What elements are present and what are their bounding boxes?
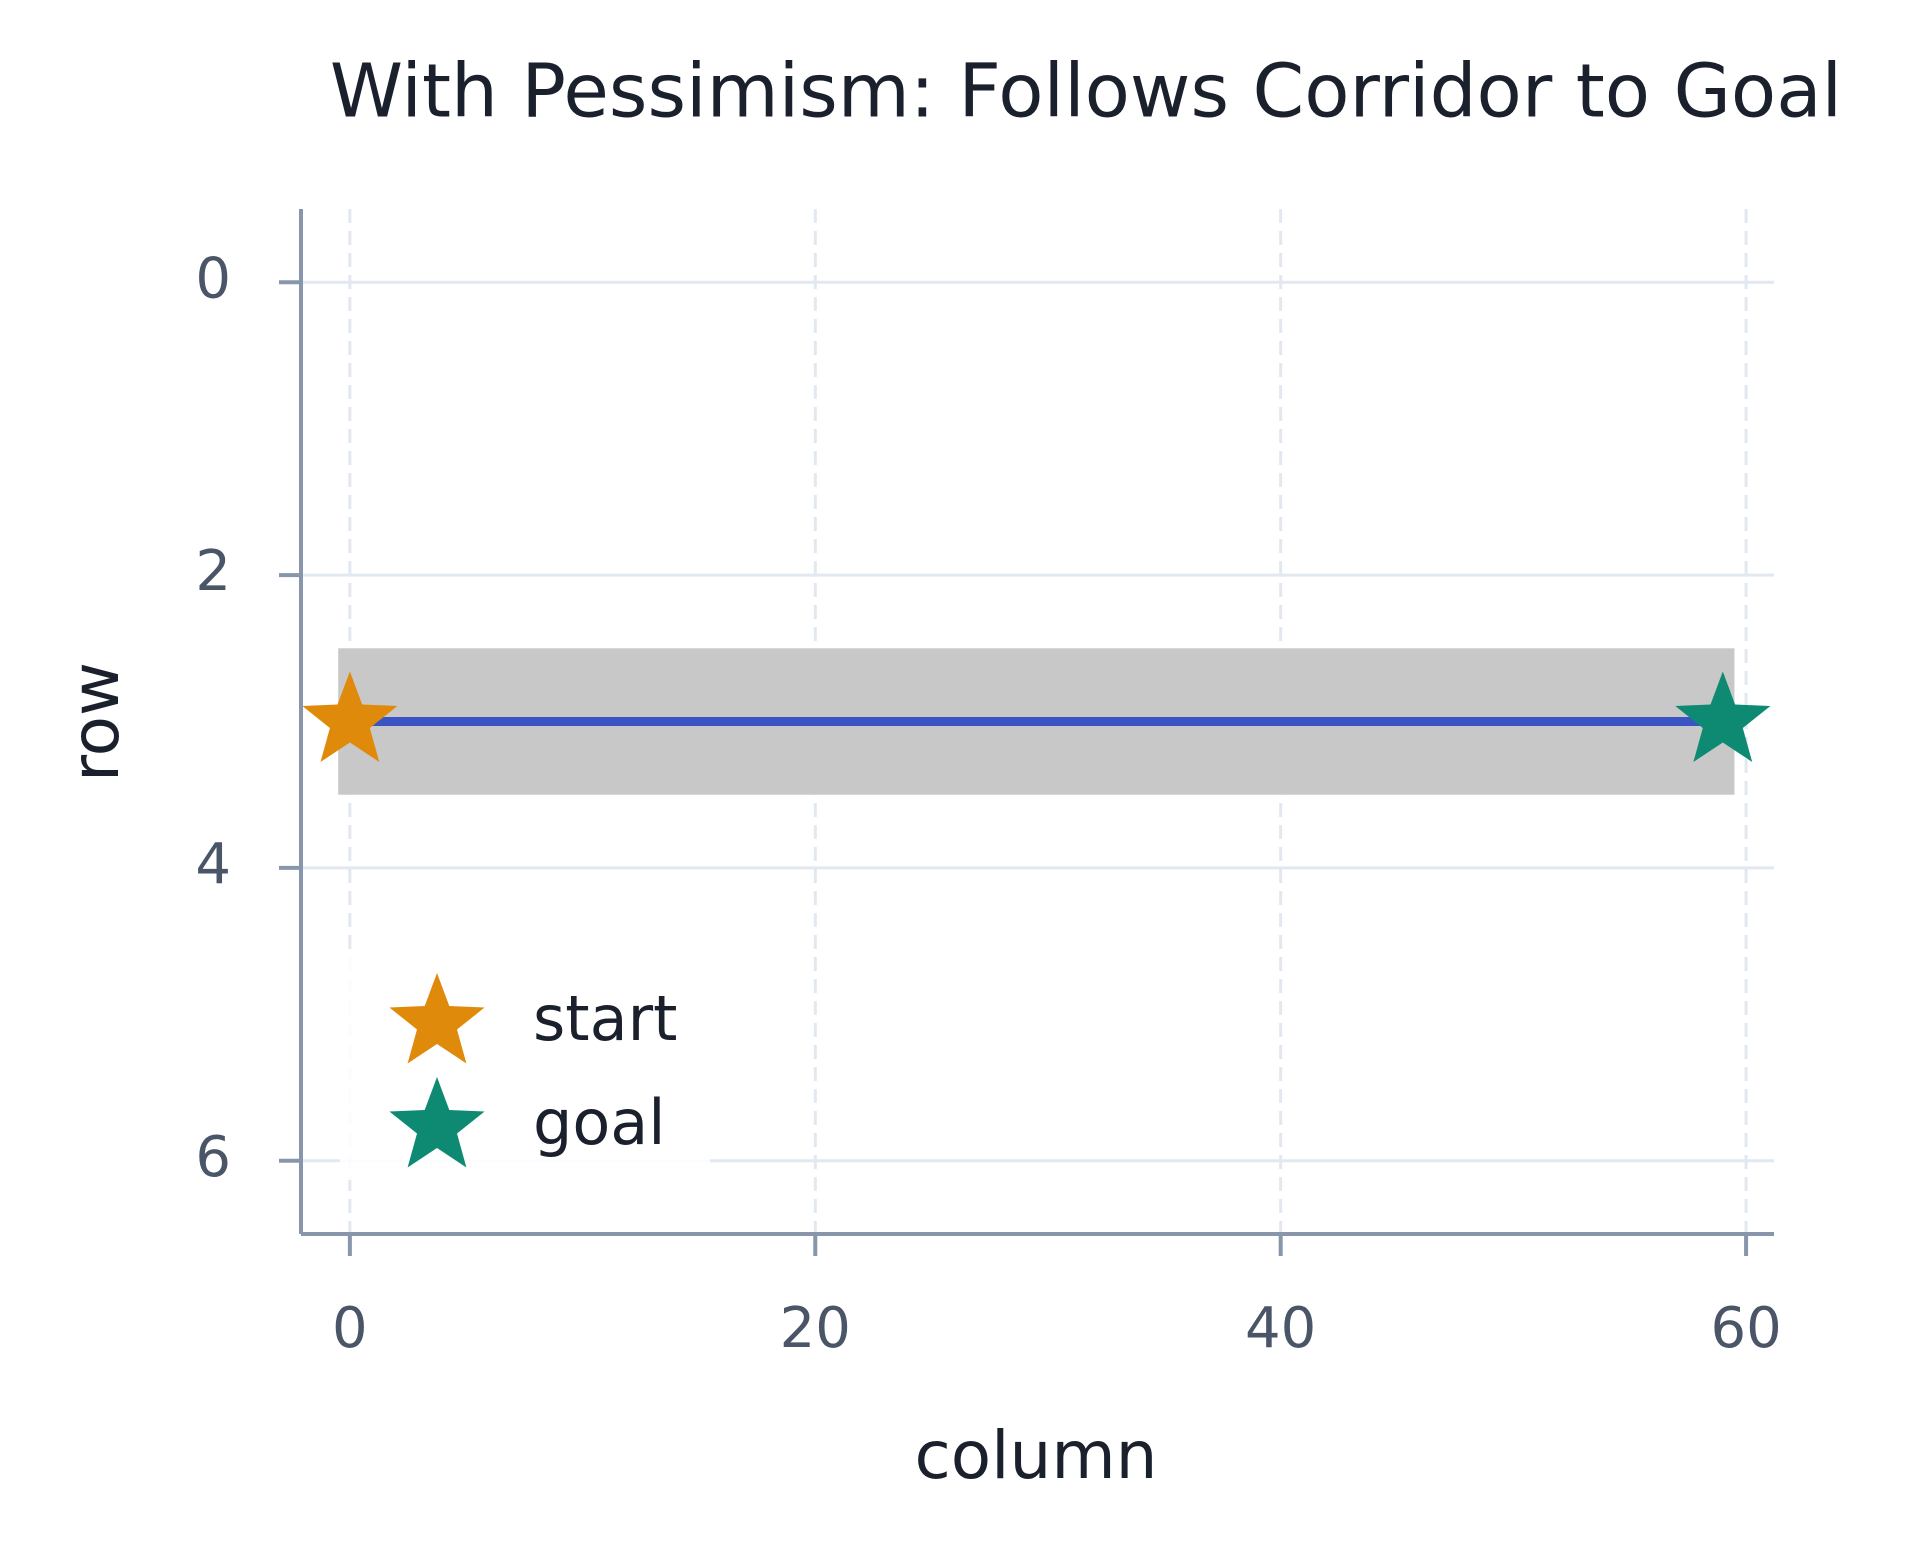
legend-label: start [533, 982, 677, 1055]
y-tick-label: 4 [195, 832, 231, 897]
legend-marker [389, 973, 485, 1064]
y-tick-label: 2 [195, 539, 231, 604]
x-tick-label: 0 [332, 1296, 368, 1361]
chart-title: With Pessimism: Follows Corridor to Goal [330, 49, 1842, 135]
y-tick-label: 0 [195, 246, 231, 311]
x-axis-label: column [915, 1417, 1158, 1494]
y-axis-label: row [57, 662, 134, 782]
x-tick-label: 60 [1710, 1296, 1781, 1361]
legend-box [340, 950, 710, 1180]
marker [302, 671, 398, 762]
legend-label: goal [533, 1086, 666, 1159]
y-tick-label: 6 [195, 1125, 231, 1190]
x-tick-label: 40 [1245, 1296, 1316, 1361]
marker [1675, 671, 1771, 762]
legend-marker [389, 1077, 485, 1168]
x-tick-label: 20 [780, 1296, 851, 1361]
